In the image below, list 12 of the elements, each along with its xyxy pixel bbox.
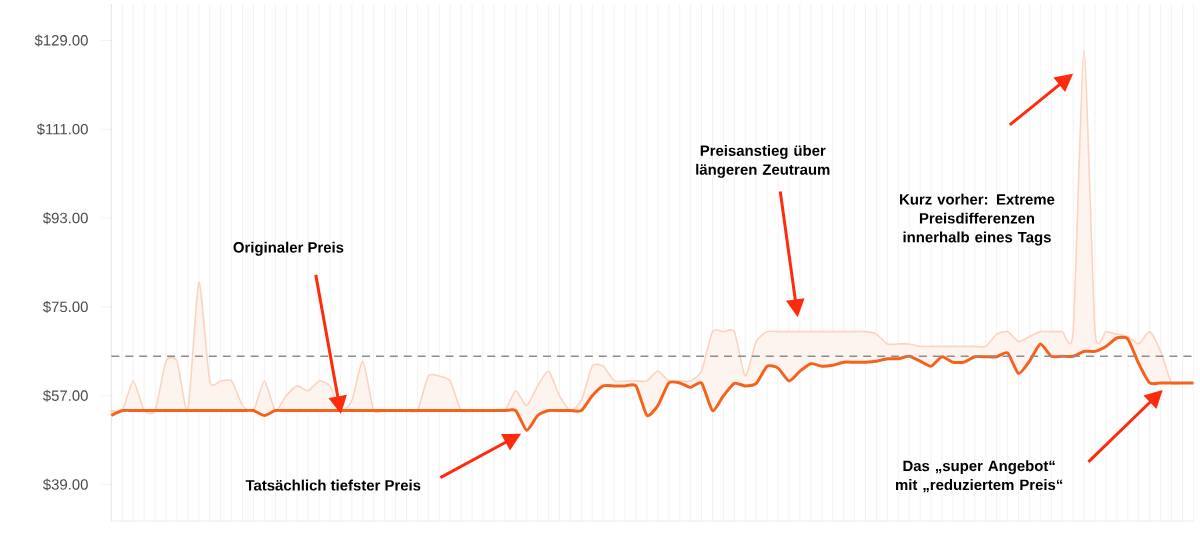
annotation: Kurz vorher: Extreme Preisdifferenzen innerhalb eines Tags	[900, 193, 1055, 246]
y-tick-label: $75.00	[42, 301, 88, 314]
annotation: Tatsächlich tiefster Preis	[245, 479, 421, 491]
annotation: Originaler Preis	[233, 241, 344, 256]
annotation: Das „super Angebot“ mit „reduziertem Preis“	[896, 460, 1063, 493]
line-series	[109, 336, 1195, 432]
y-tick-label: $111.00	[36, 123, 88, 136]
y-tick-label: $129.00	[34, 34, 88, 47]
annotation: Preisanstieg über längeren Zeutraum	[696, 145, 830, 178]
y-tick-label: $57.00	[42, 389, 88, 402]
y-tick-label: $39.00	[42, 478, 88, 491]
y-tick-label: $93.00	[42, 212, 88, 225]
